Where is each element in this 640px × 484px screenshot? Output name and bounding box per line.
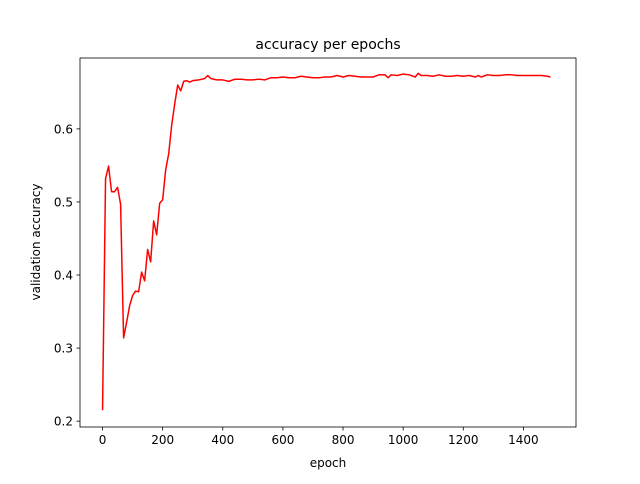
- x-tick-label: 1200: [448, 433, 479, 447]
- x-tick-label: 200: [151, 433, 174, 447]
- x-tick-label: 600: [271, 433, 294, 447]
- axes-frame: [79, 57, 577, 428]
- x-tick-label: 1400: [508, 433, 539, 447]
- y-tick-label: 0.5: [54, 195, 73, 209]
- y-tick-label: 0.6: [54, 122, 73, 136]
- x-axis-label: epoch: [310, 456, 347, 470]
- y-tick-label: 0.2: [54, 415, 73, 429]
- plot-area: 0 200 400 600 800 1000 1200 1400 0.2 0.3 0.4 0.5 0.6: [54, 57, 577, 447]
- x-tick-label: 800: [332, 433, 355, 447]
- x-tick-label: 0: [99, 433, 107, 447]
- x-tick-label: 1000: [388, 433, 419, 447]
- x-tick-label: 400: [211, 433, 234, 447]
- chart-title: accuracy per epochs: [255, 37, 400, 53]
- y-tick-label: 0.3: [54, 342, 73, 356]
- series-line-0: [101, 72, 551, 411]
- y-tick-label: 0.4: [54, 269, 73, 283]
- y-axis-label: validation accuracy: [29, 183, 43, 300]
